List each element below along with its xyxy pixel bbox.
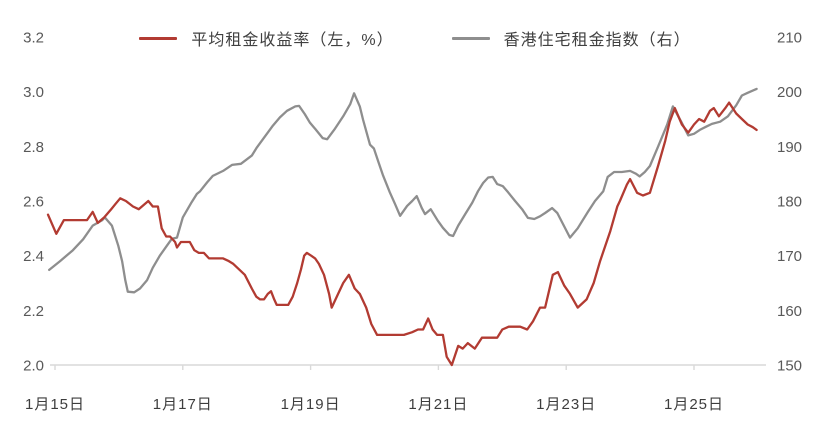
right-axis-label: 160: [777, 303, 802, 320]
right-axis-label: 150: [777, 358, 802, 375]
left-axis-label: 2.6: [23, 194, 44, 211]
x-axis-label: 1月15日: [25, 396, 85, 413]
left-axis-label: 2.2: [23, 303, 44, 320]
legend-item-index: 香港住宅租金指数（右）: [451, 26, 691, 50]
right-axis-label: 190: [777, 139, 802, 156]
left-axis-label: 2.8: [23, 139, 44, 156]
x-axis-label: 1月19日: [281, 396, 341, 413]
x-axis-label: 1月17日: [153, 396, 213, 413]
left-axis-label: 2.4: [23, 248, 44, 265]
right-axis-label: 170: [777, 248, 802, 265]
legend-label-yield: 平均租金收益率（左，%）: [191, 32, 394, 49]
left-axis-label: 3.2: [23, 30, 44, 47]
left-axis-label: 2.0: [23, 358, 44, 375]
x-axis-label: 1月21日: [408, 396, 468, 413]
index-line: [48, 87, 758, 294]
x-axis-label: 1月23日: [536, 396, 596, 413]
chart-legend: 平均租金收益率（左，%） 香港住宅租金指数（右）: [0, 26, 830, 50]
legend-label-index: 香港住宅租金指数（右）: [503, 32, 691, 49]
yield-line: [46, 101, 758, 367]
right-axis-label: 200: [777, 84, 802, 101]
right-axis-label: 210: [777, 30, 802, 47]
right-axis-label: 180: [777, 194, 802, 211]
left-axis-label: 3.0: [23, 84, 44, 101]
gray-line-icon: [451, 36, 490, 40]
x-axis-label: 1月25日: [664, 396, 724, 413]
legend-item-yield: 平均租金收益率（左，%）: [139, 26, 393, 50]
red-line-icon: [139, 36, 178, 40]
